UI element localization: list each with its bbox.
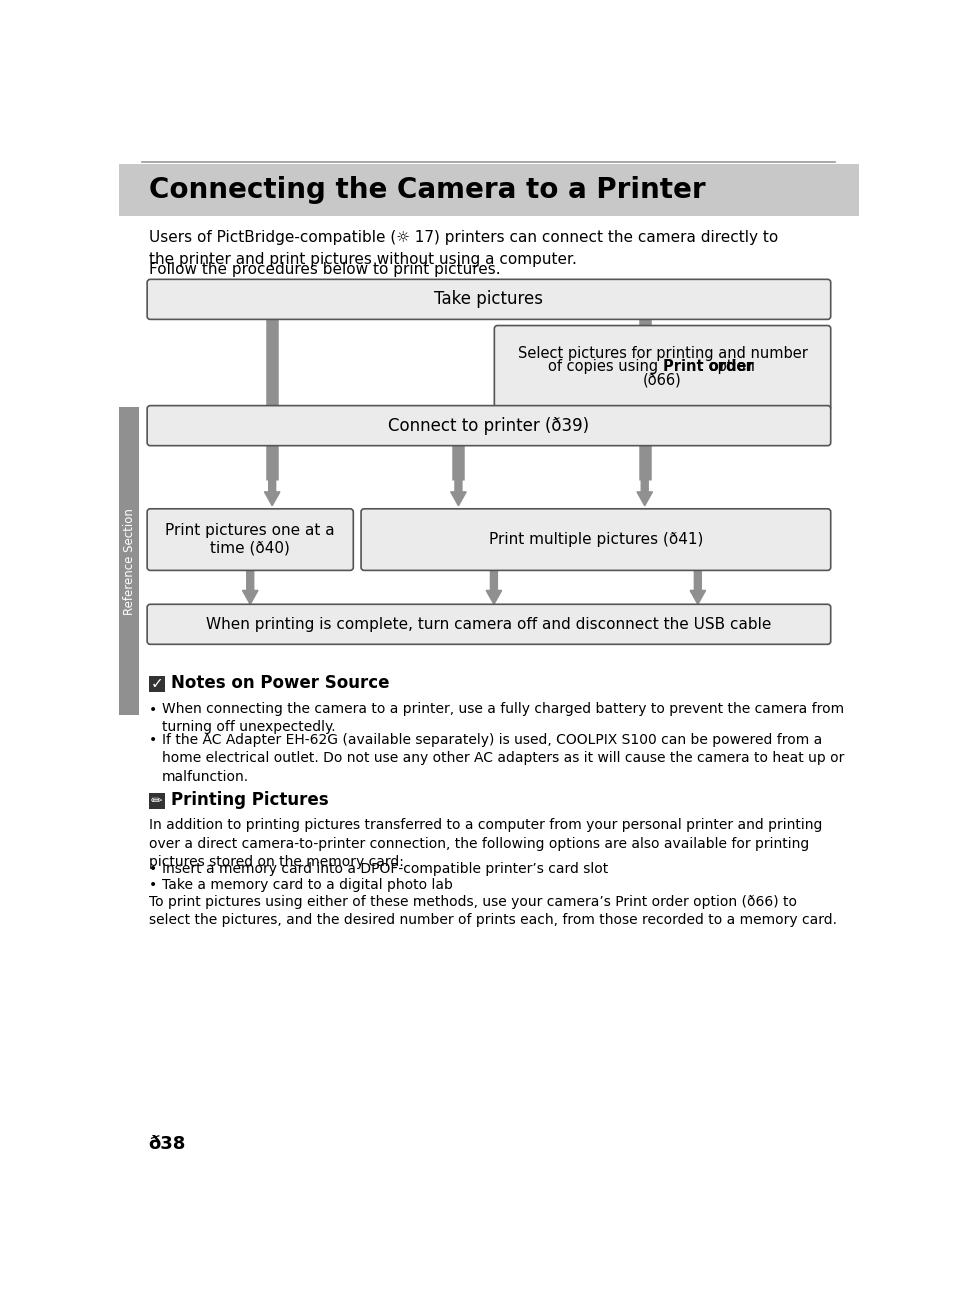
FancyArrow shape [450,480,466,506]
Text: Print pictures one at a
time (ð40): Print pictures one at a time (ð40) [165,523,335,556]
FancyArrow shape [264,480,279,506]
Text: •: • [149,862,157,876]
FancyBboxPatch shape [147,406,830,445]
FancyBboxPatch shape [147,509,353,570]
Text: (ð66): (ð66) [642,373,681,388]
Text: Take pictures: Take pictures [434,290,543,309]
Bar [149,675,165,692]
Text: In addition to printing pictures transferred to a computer from your personal pr: In addition to printing pictures transfe… [149,819,821,869]
Text: ✓: ✓ [151,677,163,691]
FancyBboxPatch shape [494,326,830,410]
Text: Insert a memory card into a DPOF-compatible printer’s card slot: Insert a memory card into a DPOF-compati… [162,862,607,876]
FancyArrow shape [486,568,501,604]
Text: If the AC Adapter EH-62G (available separately) is used, COOLPIX S100 can be pow: If the AC Adapter EH-62G (available sepa… [162,733,843,783]
Text: Take a memory card to a digital photo lab: Take a memory card to a digital photo la… [162,878,453,892]
Bar [149,792,165,809]
Text: option: option [703,359,755,374]
Text: When printing is complete, turn camera off and disconnect the USB cable: When printing is complete, turn camera o… [206,616,771,632]
FancyBboxPatch shape [147,280,830,319]
Text: Connect to printer (ð39): Connect to printer (ð39) [388,417,589,435]
Text: Follow the procedures below to print pictures.: Follow the procedures below to print pic… [149,263,499,277]
Text: Print multiple pictures (ð41): Print multiple pictures (ð41) [488,532,702,547]
Text: Connecting the Camera to a Printer: Connecting the Camera to a Printer [149,176,704,204]
FancyBboxPatch shape [147,604,830,644]
Text: To print pictures using either of these methods, use your camera’s Print order o: To print pictures using either of these … [149,895,836,926]
Bar [119,164,858,217]
FancyBboxPatch shape [360,509,830,570]
FancyArrow shape [637,480,652,506]
Text: ð38: ð38 [149,1134,186,1152]
Text: Notes on Power Source: Notes on Power Source [171,674,389,692]
Text: Reference Section: Reference Section [123,507,135,615]
Text: Select pictures for printing and number: Select pictures for printing and number [517,346,806,361]
Text: Users of PictBridge-compatible (☼ 17) printers can connect the camera directly t: Users of PictBridge-compatible (☼ 17) pr… [149,230,777,267]
FancyArrow shape [689,568,705,604]
Text: ✏: ✏ [151,794,162,808]
Text: Print order: Print order [661,359,753,374]
Text: of copies using: of copies using [547,359,661,374]
Bar [119,407,139,715]
FancyArrow shape [242,568,257,604]
Text: •: • [149,733,157,746]
Text: When connecting the camera to a printer, use a fully charged battery to prevent : When connecting the camera to a printer,… [162,702,843,735]
Text: •: • [149,878,157,892]
Text: Printing Pictures: Printing Pictures [171,791,329,809]
Text: •: • [149,703,157,717]
